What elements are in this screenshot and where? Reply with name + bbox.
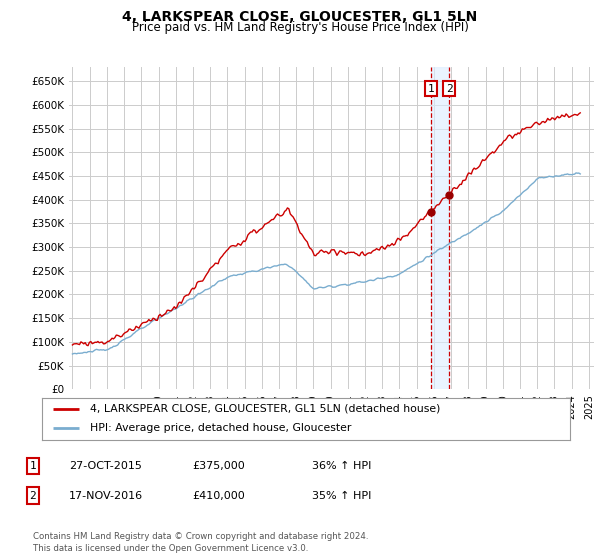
Text: 1: 1: [427, 83, 434, 94]
Text: 4, LARKSPEAR CLOSE, GLOUCESTER, GL1 5LN: 4, LARKSPEAR CLOSE, GLOUCESTER, GL1 5LN: [122, 10, 478, 24]
Text: 35% ↑ HPI: 35% ↑ HPI: [312, 491, 371, 501]
Text: Price paid vs. HM Land Registry's House Price Index (HPI): Price paid vs. HM Land Registry's House …: [131, 21, 469, 34]
Text: 27-OCT-2015: 27-OCT-2015: [69, 461, 142, 471]
Text: £410,000: £410,000: [192, 491, 245, 501]
Text: Contains HM Land Registry data © Crown copyright and database right 2024.
This d: Contains HM Land Registry data © Crown c…: [33, 533, 368, 553]
Text: 2: 2: [29, 491, 37, 501]
Text: HPI: Average price, detached house, Gloucester: HPI: Average price, detached house, Glou…: [89, 423, 351, 433]
Text: 2: 2: [446, 83, 452, 94]
Text: 36% ↑ HPI: 36% ↑ HPI: [312, 461, 371, 471]
Text: 4, LARKSPEAR CLOSE, GLOUCESTER, GL1 5LN (detached house): 4, LARKSPEAR CLOSE, GLOUCESTER, GL1 5LN …: [89, 404, 440, 414]
Text: £375,000: £375,000: [192, 461, 245, 471]
Text: 17-NOV-2016: 17-NOV-2016: [69, 491, 143, 501]
Bar: [431, 67, 449, 389]
Text: 1: 1: [29, 461, 37, 471]
